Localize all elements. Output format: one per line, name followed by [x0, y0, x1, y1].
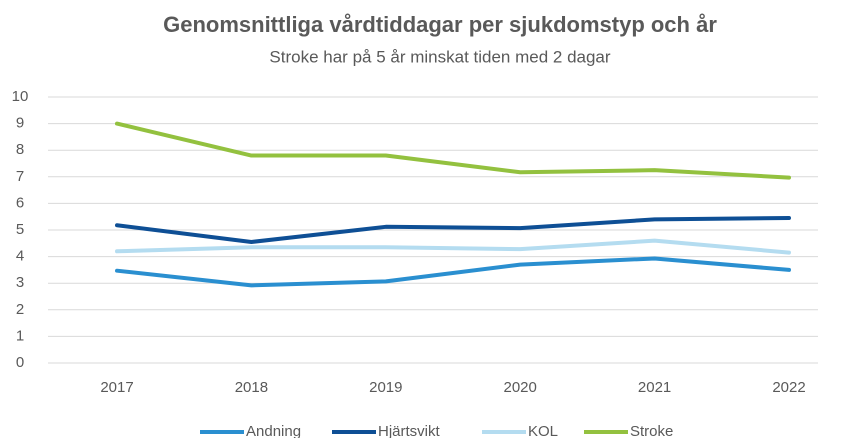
- x-tick-label: 2020: [504, 379, 537, 396]
- y-tick-label: 9: [16, 115, 24, 132]
- chart-title: Genomsnittliga vårdtiddagar per sjukdoms…: [163, 12, 717, 37]
- series-line: [115, 238, 791, 255]
- x-tick-label: 2022: [772, 379, 805, 396]
- x-tick-label: 2019: [369, 379, 402, 396]
- y-tick-label: 2: [16, 301, 24, 318]
- y-tick-label: 8: [16, 141, 24, 158]
- y-tick-label: 3: [16, 274, 24, 291]
- y-tick-label: 7: [16, 168, 24, 185]
- series-line: [115, 216, 791, 244]
- y-tick-label: 0: [16, 354, 24, 371]
- series-line: [115, 256, 791, 288]
- y-tick-label: 10: [12, 88, 29, 105]
- legend-label: Andning: [246, 423, 301, 438]
- y-tick-label: 5: [16, 221, 24, 238]
- y-tick-label: 6: [16, 194, 24, 211]
- legend-label: KOL: [528, 423, 558, 438]
- chart-subtitle: Stroke har på 5 år minskat tiden med 2 d…: [269, 47, 610, 66]
- x-tick-label: 2021: [638, 379, 671, 396]
- x-tick-label: 2017: [100, 379, 133, 396]
- y-tick-label: 1: [16, 327, 24, 344]
- y-tick-label: 4: [16, 248, 24, 265]
- legend-label: Hjärtsvikt: [378, 423, 441, 438]
- x-tick-label: 2018: [235, 379, 268, 396]
- legend-label: Stroke: [630, 423, 673, 438]
- series-line: [115, 121, 791, 180]
